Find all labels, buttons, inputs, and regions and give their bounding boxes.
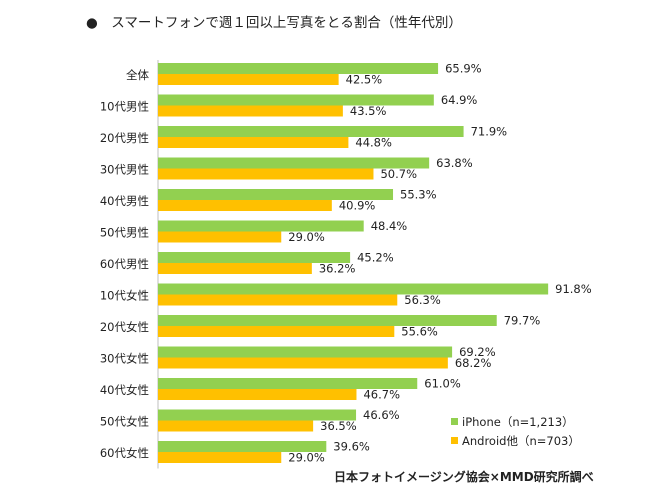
- legend-item-iphone: iPhone（n=1,213）: [451, 412, 580, 431]
- data-label: 61.0%: [424, 377, 461, 391]
- bar-iphone: [158, 189, 394, 200]
- bar-android: [158, 137, 349, 148]
- data-label: 69.2%: [459, 345, 496, 359]
- data-label: 29.0%: [288, 230, 325, 244]
- data-label: 79.7%: [504, 314, 541, 328]
- bar-android: [158, 74, 339, 85]
- bar-iphone: [158, 409, 357, 421]
- data-label: 63.8%: [436, 156, 473, 170]
- data-label: 29.0%: [288, 451, 325, 465]
- legend-label-iphone: iPhone（n=1,213）: [462, 414, 574, 429]
- bar-android: [158, 263, 312, 274]
- legend-label-android: Android他（n=703）: [462, 433, 580, 448]
- bar-iphone: [158, 126, 464, 137]
- bar-iphone: [158, 63, 439, 74]
- bar-iphone: [158, 315, 497, 326]
- bar-iphone: [158, 157, 430, 169]
- legend-swatch-android: [451, 437, 458, 444]
- data-label: 36.2%: [319, 262, 356, 276]
- data-label: 36.5%: [320, 419, 357, 433]
- category-label: 10代女性: [100, 289, 149, 303]
- data-label: 68.2%: [455, 356, 492, 370]
- bar-android: [158, 200, 332, 211]
- category-label: 60代女性: [100, 446, 149, 460]
- bar-iphone: [158, 252, 351, 263]
- bar-android: [158, 294, 398, 306]
- bar-iphone: [158, 283, 549, 295]
- category-label: 40代女性: [100, 383, 149, 397]
- category-label: 30代女性: [100, 352, 149, 366]
- bar-android: [158, 357, 448, 369]
- data-label: 50.7%: [380, 167, 417, 181]
- data-label: 64.9%: [441, 93, 478, 107]
- legend-swatch-iphone: [451, 418, 458, 425]
- category-label: 50代男性: [100, 226, 149, 240]
- category-label: 50代女性: [100, 415, 149, 429]
- category-label: 20代男性: [100, 131, 149, 145]
- bar-android: [158, 326, 395, 337]
- data-label: 45.2%: [357, 251, 394, 265]
- category-label: 10代男性: [100, 100, 149, 114]
- bar-iphone: [158, 220, 364, 232]
- legend: iPhone（n=1,213） Android他（n=703）: [451, 412, 580, 450]
- source-note: 日本フォトイメージング協会×MMD研究所調べ: [334, 470, 594, 484]
- bar-iphone: [158, 378, 418, 389]
- bar-android: [158, 420, 314, 432]
- data-label: 43.5%: [350, 104, 387, 118]
- data-label: 91.8%: [555, 282, 592, 296]
- data-label: 65.9%: [445, 62, 482, 76]
- data-label: 39.6%: [333, 440, 370, 454]
- bar-android: [158, 389, 357, 400]
- data-label: 56.3%: [404, 293, 441, 307]
- chart-title: ● スマートフォンで週１回以上写真をとる割合（性年代別）: [86, 15, 462, 31]
- data-label: 71.9%: [471, 125, 508, 139]
- category-label: 60代男性: [100, 257, 149, 271]
- bar-android: [158, 105, 343, 117]
- data-label: 42.5%: [346, 73, 383, 87]
- bar-android: [158, 452, 282, 463]
- data-label: 55.3%: [400, 188, 437, 202]
- bar-iphone: [158, 441, 327, 452]
- legend-item-android: Android他（n=703）: [451, 431, 580, 450]
- data-label: 46.7%: [363, 388, 400, 402]
- category-label: 40代男性: [100, 194, 149, 208]
- bar-android: [158, 231, 282, 243]
- bar-iphone: [158, 346, 453, 358]
- data-label: 40.9%: [339, 199, 376, 213]
- data-label: 55.6%: [401, 325, 438, 339]
- category-label: 30代男性: [100, 163, 149, 177]
- category-label: 20代女性: [100, 320, 149, 334]
- category-label: 全体: [126, 68, 149, 82]
- bar-iphone: [158, 94, 434, 106]
- data-label: 48.4%: [371, 219, 408, 233]
- data-label: 44.8%: [355, 136, 392, 150]
- data-label: 46.6%: [363, 408, 400, 422]
- bar-android: [158, 168, 374, 180]
